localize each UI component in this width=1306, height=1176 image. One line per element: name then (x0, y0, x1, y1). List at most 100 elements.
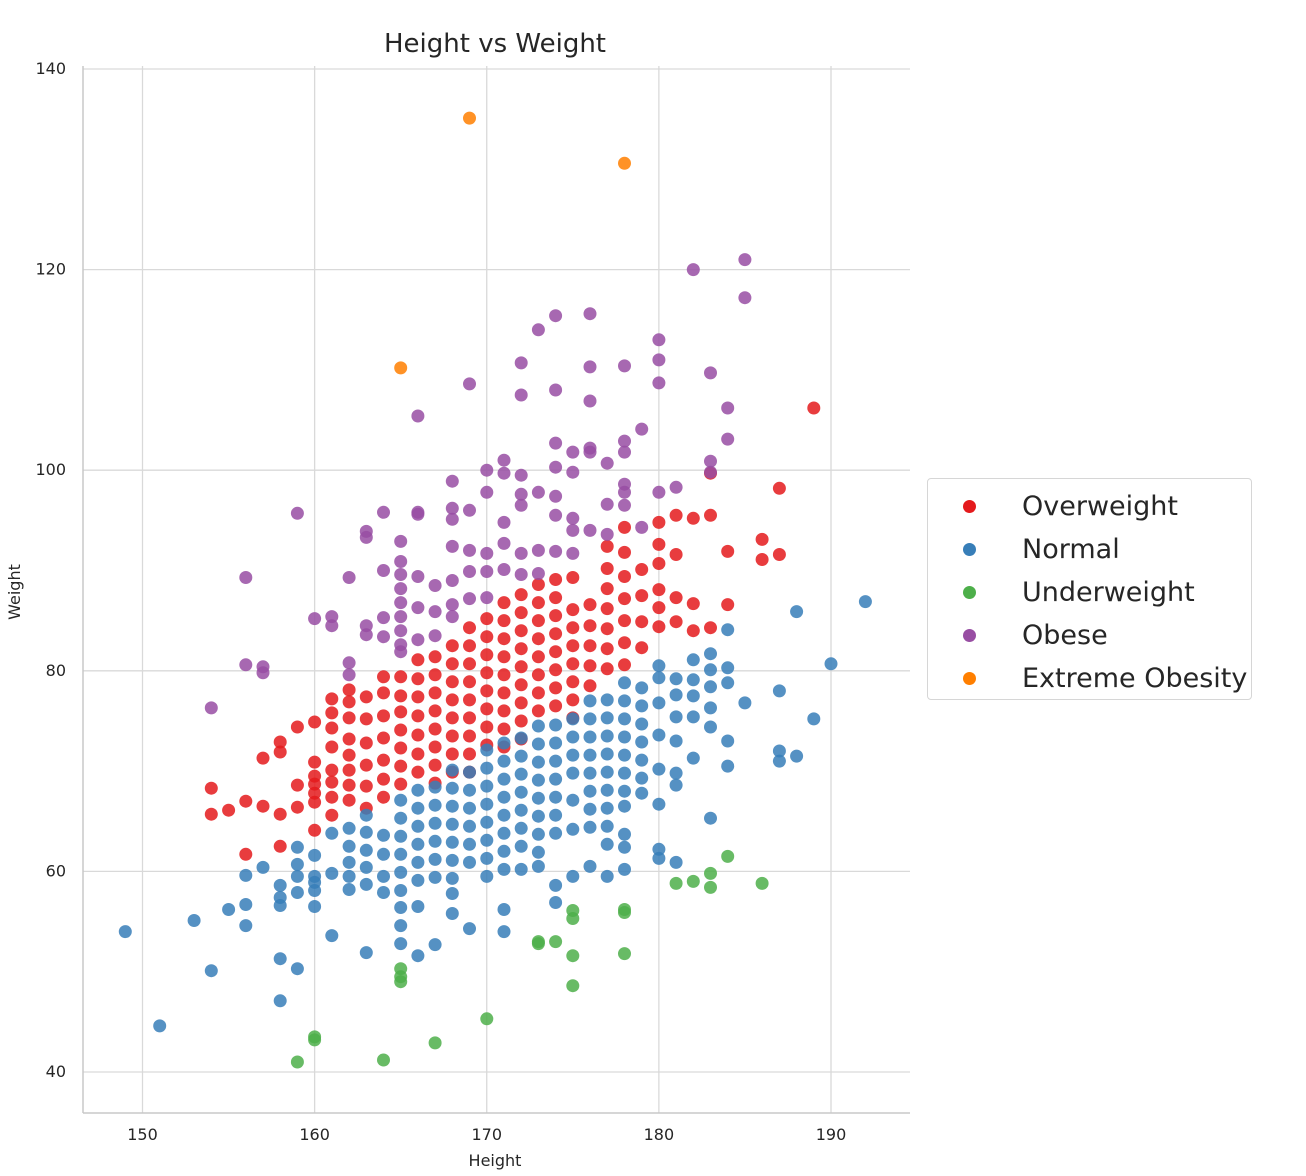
point-normal-143 (600, 711, 614, 725)
point-overweight-32 (342, 732, 356, 746)
point-normal-31 (342, 883, 356, 896)
point-overweight-31 (342, 711, 356, 725)
point-obese-42 (445, 574, 459, 587)
point-obese-69 (531, 543, 545, 557)
y-tick-label-120: 120 (35, 260, 66, 279)
point-normal-119 (549, 754, 563, 768)
point-normal-101 (514, 749, 528, 763)
point-overweight-108 (514, 624, 528, 638)
y-tick-label-140: 140 (35, 59, 66, 78)
point-overweight-100 (497, 650, 511, 664)
point-obese-57 (497, 515, 511, 529)
point-obese-7 (325, 610, 339, 624)
point-normal-137 (583, 766, 597, 780)
point-normal-133 (583, 694, 597, 708)
point-normal-32 (359, 808, 373, 822)
point-underweight-23 (721, 849, 735, 863)
legend-label-normal: Normal (1022, 534, 1120, 565)
point-overweight-163 (652, 537, 666, 551)
x-tick-label-150: 150 (127, 1125, 158, 1144)
point-normal-184 (669, 855, 683, 869)
point-obese-13 (359, 530, 373, 544)
point-overweight-119 (531, 650, 545, 664)
point-obese-78 (566, 445, 580, 459)
point-normal-131 (566, 822, 580, 836)
legend-label-overweight: Overweight (1022, 491, 1178, 522)
point-normal-160 (618, 827, 631, 841)
point-normal-110 (531, 755, 545, 769)
point-normal-28 (342, 839, 356, 853)
point-underweight-6 (394, 975, 408, 989)
point-normal-78 (463, 819, 476, 833)
point-obese-6 (308, 612, 322, 626)
point-obese-20 (394, 534, 408, 548)
point-normal-202 (772, 684, 786, 698)
point-normal-81 (463, 922, 476, 936)
point-normal-53 (411, 819, 425, 833)
point-normal-93 (497, 790, 511, 804)
point-obese-79 (566, 465, 580, 479)
point-normal-5 (239, 868, 253, 882)
point-normal-103 (514, 785, 528, 799)
point-overweight-84 (463, 693, 476, 707)
point-normal-73 (445, 887, 459, 900)
point-normal-83 (480, 761, 494, 775)
point-normal-145 (600, 747, 614, 761)
point-normal-44 (394, 829, 408, 843)
point-overweight-169 (669, 548, 683, 561)
point-obese-112 (738, 291, 752, 305)
legend-item-overweight: Overweight (928, 485, 1251, 528)
point-overweight-83 (463, 675, 476, 689)
y-tick-label-60: 60 (46, 861, 66, 880)
point-normal-37 (359, 946, 373, 960)
point-obese-77 (549, 544, 563, 558)
grid-lines (83, 66, 910, 1113)
point-normal-150 (600, 837, 614, 851)
point-normal-117 (549, 718, 563, 732)
point-obese-56 (497, 466, 511, 480)
point-overweight-20 (308, 823, 322, 837)
legend-swatch-extreme-obesity (963, 672, 976, 685)
point-normal-144 (600, 729, 614, 743)
point-normal-109 (531, 737, 545, 751)
point-normal-161 (618, 840, 631, 854)
point-overweight-116 (531, 596, 545, 610)
point-overweight-23 (325, 721, 339, 735)
point-overweight-98 (497, 614, 511, 628)
point-normal-63 (428, 852, 442, 866)
point-overweight-17 (308, 777, 322, 791)
point-obese-51 (480, 485, 494, 499)
point-overweight-85 (463, 711, 476, 725)
point-normal-84 (480, 779, 494, 793)
point-obese-43 (445, 598, 459, 612)
point-overweight-0 (204, 781, 218, 795)
point-normal-116 (531, 859, 545, 873)
point-overweight-78 (445, 747, 459, 761)
point-obese-104 (669, 480, 683, 494)
point-overweight-149 (600, 642, 614, 656)
point-overweight-121 (531, 686, 545, 700)
point-obese-76 (549, 508, 563, 522)
point-normal-118 (549, 736, 563, 750)
point-overweight-1 (204, 807, 218, 821)
point-obese-107 (704, 454, 717, 468)
point-normal-45 (394, 847, 408, 861)
point-normal-162 (618, 862, 631, 876)
point-normal-205 (790, 749, 804, 763)
point-overweight-27 (325, 790, 339, 804)
point-normal-123 (549, 826, 563, 840)
point-overweight-135 (566, 657, 580, 671)
point-overweight-37 (359, 690, 373, 704)
point-underweight-21 (704, 866, 717, 880)
point-overweight-40 (359, 758, 373, 772)
point-overweight-162 (652, 515, 666, 529)
point-overweight-128 (549, 663, 563, 677)
point-overweight-177 (704, 621, 717, 635)
point-underweight-20 (686, 874, 700, 888)
point-obese-70 (531, 567, 545, 580)
point-overweight-166 (652, 601, 666, 615)
point-normal-120 (549, 772, 563, 786)
legend-item-obese: Obese (928, 614, 1251, 657)
point-normal-155 (618, 730, 631, 744)
point-obese-35 (428, 579, 442, 592)
